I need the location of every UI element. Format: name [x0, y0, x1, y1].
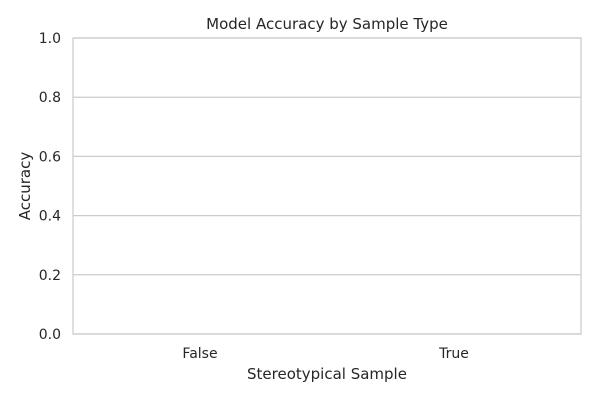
y-tick-label: 0.0	[39, 327, 61, 343]
y-tick-label: 0.6	[39, 149, 61, 165]
y-tick-label: 0.8	[39, 90, 61, 106]
x-tick-labels: False True	[182, 346, 468, 362]
y-tick-labels: 0.0 0.2 0.4 0.6 0.8 1.0	[39, 31, 61, 343]
y-tick-label: 0.4	[39, 209, 61, 225]
x-tick-label: True	[438, 346, 469, 362]
x-axis-label: Stereotypical Sample	[247, 365, 407, 383]
y-tick-label: 1.0	[39, 31, 61, 47]
chart-title: Model Accuracy by Sample Type	[206, 15, 448, 33]
grid-lines	[73, 37, 581, 335]
y-tick-label: 0.2	[39, 268, 61, 284]
x-tick-label: False	[182, 346, 217, 362]
plot-frame	[72, 37, 582, 335]
y-axis-label: Accuracy	[16, 152, 34, 221]
